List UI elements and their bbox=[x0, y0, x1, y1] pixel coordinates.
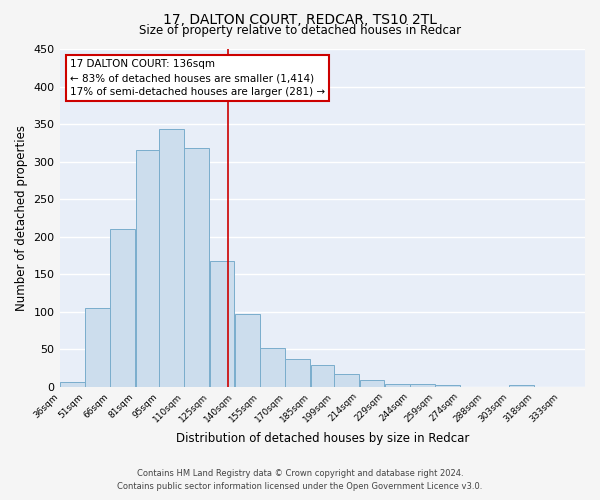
Bar bbox=[136, 150, 158, 386]
Bar bbox=[209, 262, 235, 386]
Y-axis label: Number of detached properties: Number of detached properties bbox=[15, 125, 28, 311]
Bar bbox=[286, 359, 310, 386]
Bar bbox=[410, 384, 435, 386]
Bar bbox=[385, 384, 410, 386]
Text: 17 DALTON COURT: 136sqm
← 83% of detached houses are smaller (1,414)
17% of semi: 17 DALTON COURT: 136sqm ← 83% of detache… bbox=[70, 59, 325, 97]
Bar bbox=[235, 314, 260, 386]
Bar bbox=[110, 229, 135, 386]
Bar bbox=[184, 148, 209, 386]
Text: 17, DALTON COURT, REDCAR, TS10 2TL: 17, DALTON COURT, REDCAR, TS10 2TL bbox=[163, 12, 437, 26]
Bar bbox=[311, 365, 334, 386]
Bar bbox=[359, 380, 385, 386]
Bar bbox=[334, 374, 359, 386]
Bar bbox=[159, 128, 184, 386]
Bar bbox=[60, 382, 85, 386]
Bar bbox=[436, 385, 460, 386]
Bar bbox=[509, 385, 534, 386]
Bar bbox=[260, 348, 285, 387]
Text: Size of property relative to detached houses in Redcar: Size of property relative to detached ho… bbox=[139, 24, 461, 37]
Bar bbox=[85, 308, 110, 386]
Text: Contains HM Land Registry data © Crown copyright and database right 2024.
Contai: Contains HM Land Registry data © Crown c… bbox=[118, 470, 482, 491]
X-axis label: Distribution of detached houses by size in Redcar: Distribution of detached houses by size … bbox=[176, 432, 469, 445]
